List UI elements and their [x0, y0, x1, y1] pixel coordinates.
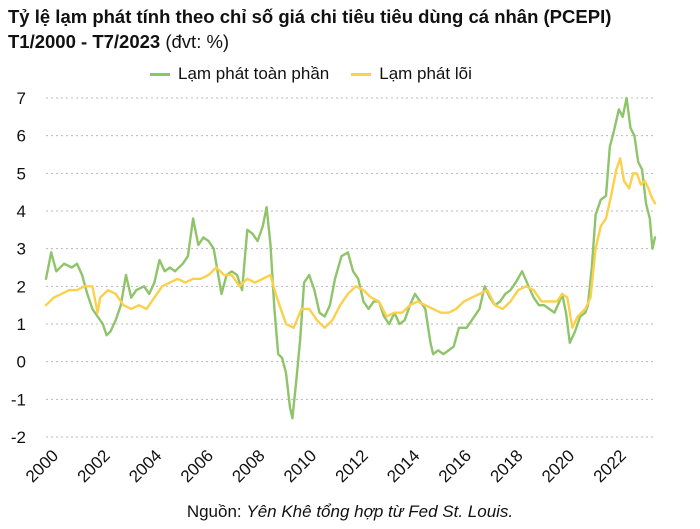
- legend-swatch-headline: [150, 72, 170, 76]
- chart-title: Tỷ lệ lạm phát tính theo chỉ số giá chi …: [8, 4, 698, 54]
- legend-label-headline: Lạm phát toàn phần: [178, 64, 330, 83]
- y-tick-label: 0: [17, 353, 26, 372]
- x-tick-label: 2006: [177, 446, 217, 486]
- title-unit: (đvt: %): [160, 31, 230, 52]
- y-tick-label: 1: [17, 315, 26, 334]
- x-tick-label: 2002: [74, 446, 114, 486]
- y-tick-label: -2: [11, 428, 26, 447]
- legend-swatch-core: [351, 72, 372, 76]
- y-tick-label: 5: [17, 164, 26, 183]
- x-tick-label: 2004: [125, 446, 165, 486]
- title-period: T1/2000 - T7/2023: [8, 31, 161, 52]
- y-tick-label: 2: [17, 277, 26, 296]
- x-tick-label: 2016: [435, 446, 475, 486]
- y-tick-label: 6: [17, 127, 26, 146]
- title-line-2: T1/2000 - T7/2023 (đvt: %): [8, 29, 698, 54]
- x-tick-label: 2008: [228, 446, 268, 486]
- legend-item-core: Lạm phát lõi: [351, 64, 472, 84]
- legend-label-core: Lạm phát lõi: [379, 64, 472, 83]
- x-tick-label: 2012: [332, 446, 372, 486]
- y-tick-label: -1: [11, 390, 26, 409]
- series-line-core: [44, 157, 657, 329]
- source-prefix: Nguồn:: [186, 502, 247, 521]
- x-tick-label: 2000: [22, 446, 62, 486]
- x-axis: 2000 2002 2004 2006 2008 2010 2012 2014 2016 2018…: [22, 446, 630, 486]
- source-note: Nguồn: Yên Khê tổng hợp từ Fed St. Louis…: [0, 502, 700, 522]
- x-tick-label: 2010: [280, 446, 320, 486]
- grid-lines: [46, 97, 655, 438]
- y-axis: -2 -1 0 1 2 3 4 5 6 7: [11, 89, 26, 447]
- y-tick-label: 4: [17, 202, 26, 221]
- x-tick-label: 2018: [487, 446, 527, 486]
- x-tick-label: 2014: [383, 446, 423, 486]
- x-tick-label: 2022: [590, 446, 630, 486]
- legend-item-headline: Lạm phát toàn phần: [150, 64, 329, 84]
- source-text: Yên Khê tổng hợp từ Fed St. Louis.: [246, 502, 514, 521]
- x-tick-label: 2020: [538, 446, 578, 486]
- series-line-headline: [44, 96, 657, 420]
- line-chart: -2 -1 0 1 2 3 4 5 6 7 2000 2002 2004 2006 2008 2010 201…: [11, 89, 657, 486]
- title-line-1: Tỷ lệ lạm phát tính theo chỉ số giá chi …: [8, 6, 612, 27]
- series-lines: [44, 96, 657, 420]
- y-tick-label: 3: [17, 240, 26, 259]
- legend: Lạm phát toàn phần Lạm phát lõi: [150, 62, 494, 86]
- y-tick-label: 7: [17, 89, 26, 108]
